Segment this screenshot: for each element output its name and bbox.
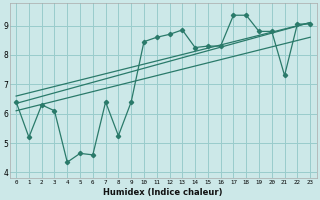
X-axis label: Humidex (Indice chaleur): Humidex (Indice chaleur) <box>103 188 223 197</box>
